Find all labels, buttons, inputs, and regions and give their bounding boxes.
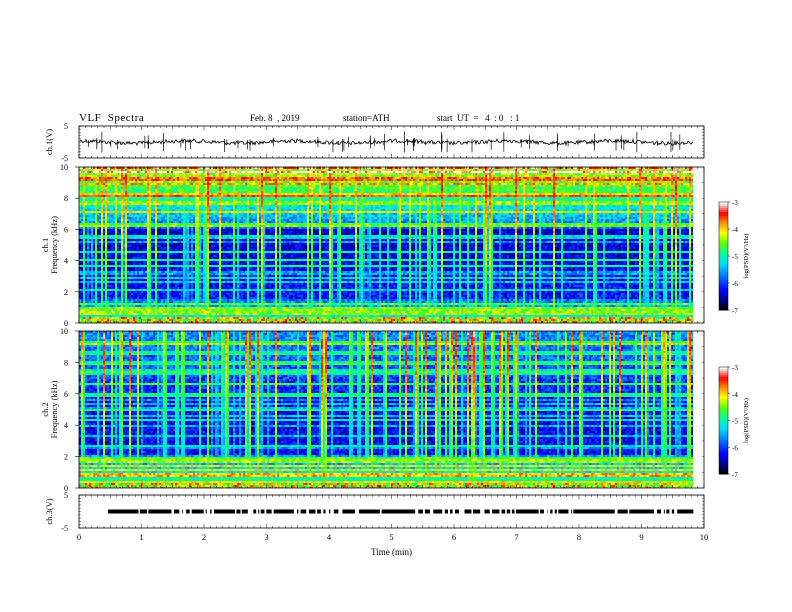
ytick-label: 10	[60, 163, 68, 172]
colorbar-tick-label: -7	[732, 307, 738, 315]
colorbar-tick-label: -3	[732, 199, 738, 207]
xtick-label: 0	[77, 532, 81, 542]
xtick-label: 10	[700, 532, 709, 542]
ytick-label: -5	[61, 524, 68, 533]
colorbar-label-1: log(PSD)(V²/Hz)	[743, 234, 750, 279]
ytick-label: 4	[64, 421, 68, 430]
colorbar-tick-label: -4	[732, 226, 738, 234]
colorbar-tick-label: -6	[732, 280, 738, 288]
ytick-label: 2	[64, 288, 68, 297]
xtick-label: 2	[202, 532, 206, 542]
xtick-label: 8	[577, 532, 581, 542]
ytick-label: 5	[64, 122, 68, 131]
colorbar-tick-label: -7	[732, 471, 738, 479]
xtick-label: 6	[452, 532, 456, 542]
ytick-label: 4	[64, 257, 68, 266]
xtick-label: 9	[639, 532, 643, 542]
spectrogram-2	[79, 331, 693, 488]
colorbar-tick-label: -3	[732, 364, 738, 372]
ytick-label: 6	[64, 225, 68, 234]
colorbar-tick-label: -5	[732, 418, 738, 426]
ytick-label: 5	[64, 491, 68, 500]
waveform-trace-1	[80, 132, 693, 153]
ylabel-frequency-2: Frequency (kHz)	[49, 380, 59, 438]
ytick-label: 10	[60, 327, 68, 336]
ylabel-frequency-1: Frequency (kHz)	[49, 216, 59, 274]
ytick-label: 8	[64, 194, 68, 203]
colorbar-2: -3 -4 -5 -6 -7 log(PSD)(V²/Hz)	[719, 364, 750, 479]
xtick-label: 3	[264, 532, 268, 542]
ytick-label: 8	[64, 358, 68, 367]
ylabel-3: ch.3(V)	[44, 498, 54, 524]
ylabel-1: ch.1(V)	[44, 129, 54, 155]
colorbar-tick-label: -4	[732, 391, 738, 399]
colorbar-tick-label: -6	[732, 444, 738, 452]
colorbar-1: -3 -4 -5 -6 -7 log(PSD)(V²/Hz)	[719, 199, 750, 315]
xtick-label: 7	[514, 532, 518, 542]
ytick-label: 2	[64, 453, 68, 462]
spectrogram-1	[79, 167, 693, 323]
ytick-label: 6	[64, 390, 68, 399]
xtick-label: 5	[389, 532, 393, 542]
xtick-label: 4	[327, 532, 332, 542]
colorbar-tick-label: -5	[732, 253, 738, 261]
colorbar-label-2: log(PSD)(V²/Hz)	[743, 398, 750, 443]
x-axis-label: Time (min)	[371, 547, 412, 557]
ytick-label: -5	[61, 154, 68, 163]
waveform-trace-3	[108, 510, 693, 514]
xtick-label: 1	[139, 532, 143, 542]
